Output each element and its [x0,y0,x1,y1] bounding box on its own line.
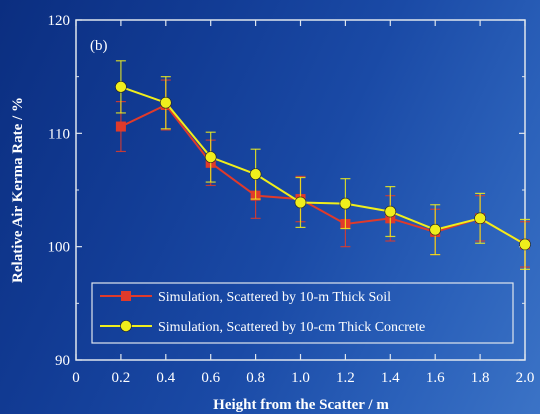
y-axis-label: Relative Air Kerma Rate / % [10,97,26,283]
x-tick-label: 2.0 [516,370,535,386]
x-tick-label: 1.4 [381,370,400,386]
legend: Simulation, Scattered by 10-m Thick Soil… [91,282,514,344]
data-point-concrete [339,197,352,210]
legend-label-concrete: Simulation, Scattered by 10-cm Thick Con… [158,320,425,335]
legend-marker-concrete [120,320,132,332]
data-point-concrete [160,96,172,109]
x-tick-label: 1.2 [336,370,355,386]
x-tick-label: 0 [72,370,80,386]
legend-box [91,282,514,344]
tick-labels: 0 0.2 0.4 0.6 0.8 1.0 1.2 1.4 1.6 1.8 2.0 90 100 110 1… [48,13,535,386]
data-point-concrete [384,205,397,218]
series-concrete [115,60,531,270]
x-tick-label: 0.2 [112,370,131,386]
data-point-concrete [115,81,127,93]
axis-ticks [75,19,526,361]
panel-label: (b) [90,38,108,54]
legend-entry-concrete: Simulation, Scattered by 10-cm Thick Con… [100,320,425,335]
series-line-soil [120,103,526,246]
data-point-concrete [429,223,442,236]
data-point-concrete [519,238,531,251]
legend-marker-soil [121,291,131,301]
series-soil [115,79,530,268]
x-tick-label: 0.8 [246,370,265,386]
x-tick-label: 1.0 [291,370,310,386]
data-point-concrete [204,151,217,163]
y-tick-label: 90 [55,353,70,369]
data-point-concrete [474,212,486,225]
x-axis-label: Height from the Scatter / m [213,397,389,413]
series-line-concrete [120,85,526,246]
data-point-concrete [249,168,262,180]
legend-entry-soil: Simulation, Scattered by 10-m Thick Soil [100,290,391,305]
data-point-soil [115,121,126,132]
x-tick-label: 1.8 [471,370,490,386]
x-tick-label: 1.6 [426,370,445,386]
y-tick-label: 100 [48,240,71,256]
x-tick-label: 0.4 [156,370,175,386]
legend-label-soil: Simulation, Scattered by 10-m Thick Soil [158,290,391,305]
series-layer [115,60,531,270]
y-tick-label: 110 [48,126,70,142]
data-point-concrete [294,196,307,209]
x-tick-label: 0.6 [201,370,220,386]
y-tick-label: 120 [48,13,71,29]
